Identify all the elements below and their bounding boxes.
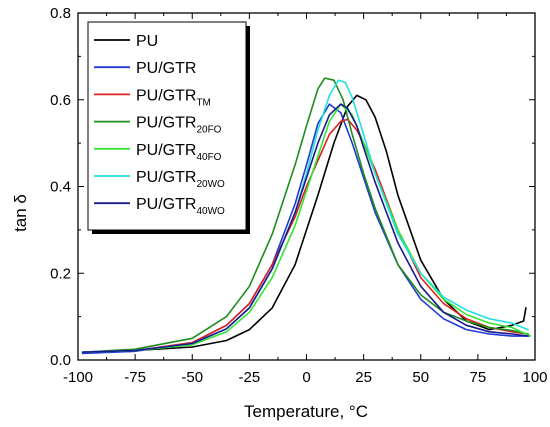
y-tick-label: 0.2 [50, 265, 71, 282]
series-layer [81, 77, 532, 355]
series-line-6 [81, 103, 529, 353]
x-tick-label: 0 [302, 369, 310, 386]
legend-label-1: PU/GTR [136, 60, 196, 77]
x-tick-label: -100 [63, 369, 93, 386]
legend-label-6: PU/GTR40WO [136, 196, 225, 217]
x-tick-label: 25 [355, 369, 372, 386]
y-tick-label: 0.0 [50, 352, 71, 369]
axis-tick-labels: -100 -75 -50 -25 0 25 50 75 100 0.0 0.2 0.4 0.6 0.8 [50, 5, 547, 386]
x-tick-label: 50 [412, 369, 429, 386]
x-tick-label: -75 [124, 369, 146, 386]
x-tick-label: 75 [470, 369, 487, 386]
x-tick-label: -50 [181, 369, 203, 386]
x-tick-label: -25 [239, 369, 261, 386]
y-tick-label: 0.8 [50, 5, 71, 22]
axis-ticks [77, 12, 536, 361]
series-line-0 [81, 94, 527, 353]
y-tick-label: 0.6 [50, 92, 71, 109]
legend: PU PU/GTR PU/GTRTM PU/GTR20FO PU/GTR40FO PU/G… [87, 21, 250, 234]
legend-label-0: PU [136, 33, 158, 50]
legend-label-2: PU/GTRTM [136, 87, 211, 108]
y-axis-label: tan δ [11, 194, 30, 232]
series-line-2 [81, 118, 529, 353]
legend-label-4: PU/GTR40FO [136, 142, 222, 163]
legend-label-3: PU/GTR20FO [136, 115, 222, 136]
legend-label-5: PU/GTR20WO [136, 169, 225, 190]
x-tick-label: 100 [522, 369, 547, 386]
x-axis-label: Temperature, °C [244, 402, 368, 421]
series-line-3 [81, 77, 529, 353]
y-tick-label: 0.4 [50, 179, 71, 196]
legend-box [87, 21, 247, 231]
